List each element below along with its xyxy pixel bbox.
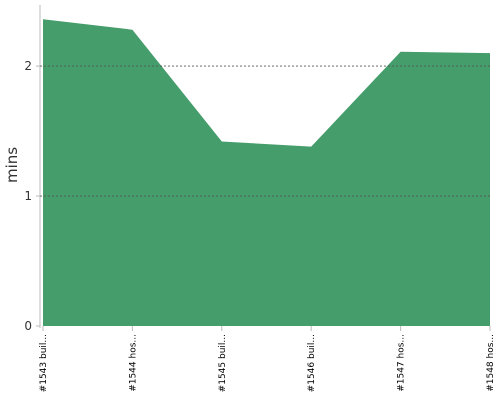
y-tick-label: 2	[24, 59, 32, 73]
y-axis-label: mins	[3, 147, 21, 183]
y-tick-label: 0	[24, 319, 32, 333]
x-tick-label: #1547 hos...	[397, 334, 407, 392]
x-tick-label: #1544 hos...	[128, 334, 138, 392]
area	[43, 19, 490, 327]
x-tick-label: #1545 buil...	[218, 334, 228, 392]
x-tick-label: #1546 buil...	[307, 334, 317, 392]
x-tick-label: #1548 hos...	[486, 334, 496, 392]
x-tick-label: #1543 buil...	[39, 334, 49, 392]
y-tick-label: 1	[24, 189, 32, 203]
